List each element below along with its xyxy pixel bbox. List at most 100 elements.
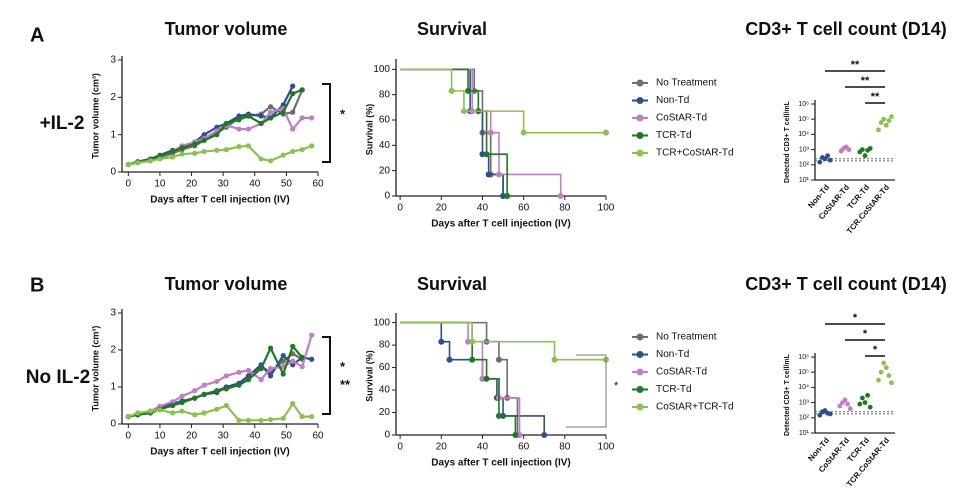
panel-letter: A <box>30 24 44 46</box>
x-axis-label: Days after T cell injection (IV) <box>150 447 289 458</box>
event-point <box>516 432 523 438</box>
event-point <box>520 129 527 136</box>
data-point <box>290 401 296 407</box>
x-tick-label: 100 <box>598 203 615 214</box>
data-point <box>309 143 315 149</box>
data-point <box>169 410 176 416</box>
data-point <box>223 402 229 409</box>
y-axis-label: Detected CD3+ T cell/mL <box>784 100 791 183</box>
data-point <box>192 388 198 394</box>
data-point <box>245 126 252 132</box>
significance-bracket <box>322 83 331 163</box>
data-point <box>827 157 833 163</box>
data-point <box>214 147 220 153</box>
data-point <box>135 410 141 416</box>
legend-label: CoStAR-Td <box>656 113 707 124</box>
data-point <box>280 371 286 377</box>
x-tick-label: 40 <box>477 203 489 214</box>
legend-marker <box>636 386 644 393</box>
data-point <box>837 403 843 409</box>
data-point <box>299 147 305 153</box>
data-point <box>147 408 154 414</box>
x-tick-label: 60 <box>312 179 324 190</box>
data-point <box>267 109 274 115</box>
event-point <box>469 356 476 363</box>
y-tick-label: 1 <box>110 382 116 393</box>
data-point <box>236 113 242 119</box>
data-point <box>842 397 848 403</box>
y-axis-label: Survival (%) <box>364 104 374 156</box>
event-point <box>448 87 455 94</box>
y-tick-label: 0 <box>110 419 116 430</box>
chart-title: CD3+ T cell count (D14) <box>745 19 947 39</box>
data-point <box>214 378 220 385</box>
significance-bracket <box>322 336 331 415</box>
data-point <box>845 401 850 407</box>
data-point <box>236 382 242 388</box>
data-point <box>223 147 229 153</box>
panel-condition: +IL-2 <box>40 113 85 134</box>
data-point <box>299 87 305 93</box>
y-tick-label: 10² <box>799 162 810 169</box>
event-point <box>465 87 472 94</box>
data-point <box>280 102 286 108</box>
data-point <box>258 365 264 372</box>
significance-label: * <box>863 328 868 340</box>
data-point <box>280 415 286 422</box>
x-tick-label: 0 <box>126 179 132 190</box>
x-tick-label: 100 <box>598 442 615 453</box>
data-point <box>201 132 207 138</box>
x-tick-label: 50 <box>281 431 293 442</box>
significance-label: * <box>340 106 346 121</box>
data-point <box>867 404 873 410</box>
y-tick-label: 20 <box>379 165 391 176</box>
y-axis-label: Tumor volume (cm³) <box>90 73 100 159</box>
x-tick-label: 0 <box>397 203 403 214</box>
legend-marker <box>636 114 644 122</box>
data-point <box>236 369 242 375</box>
y-tick-label: 60 <box>379 362 391 373</box>
data-point <box>258 156 264 162</box>
data-point <box>865 392 870 398</box>
y-tick-label: 10⁶ <box>798 101 809 108</box>
legend-marker <box>636 149 644 157</box>
data-point <box>280 352 286 359</box>
significance-label: * <box>340 359 346 374</box>
event-point <box>483 375 490 382</box>
x-tick-label: 10 <box>154 179 166 190</box>
panel-letter: B <box>30 274 44 296</box>
data-point <box>267 345 274 351</box>
x-tick-label: 20 <box>186 431 198 442</box>
data-point <box>881 116 887 122</box>
data-point <box>857 401 863 407</box>
y-tick-label: 20 <box>379 407 391 418</box>
y-tick-label: 10⁴ <box>798 131 809 138</box>
significance-bracket <box>566 354 607 428</box>
x-axis-label: Days after T cell injection (IV) <box>431 219 570 230</box>
data-point <box>223 373 229 379</box>
legend-marker <box>636 79 644 87</box>
data-point <box>886 373 892 378</box>
data-point <box>867 145 873 151</box>
event-point <box>557 193 564 199</box>
data-point <box>299 115 305 121</box>
x-tick-label: 40 <box>249 179 261 190</box>
y-tick-label: 40 <box>379 385 391 396</box>
data-point <box>267 158 274 164</box>
y-axis-label: Tumor volume (cm³) <box>90 326 100 412</box>
data-point <box>299 354 305 360</box>
data-point <box>817 412 823 418</box>
data-point <box>309 356 315 362</box>
x-tick-label: 30 <box>218 179 230 190</box>
x-tick-label: 80 <box>559 442 571 453</box>
x-tick-label: 0 <box>126 431 132 442</box>
data-point <box>192 412 198 418</box>
data-point <box>179 408 185 414</box>
data-point <box>236 117 242 123</box>
legend-label: TCR-Td <box>656 384 692 395</box>
y-tick-label: 40 <box>379 140 391 151</box>
y-axis-label: Detected CD3+ T cell/mL <box>784 353 791 436</box>
event-point <box>495 356 502 363</box>
data-point <box>258 377 264 383</box>
